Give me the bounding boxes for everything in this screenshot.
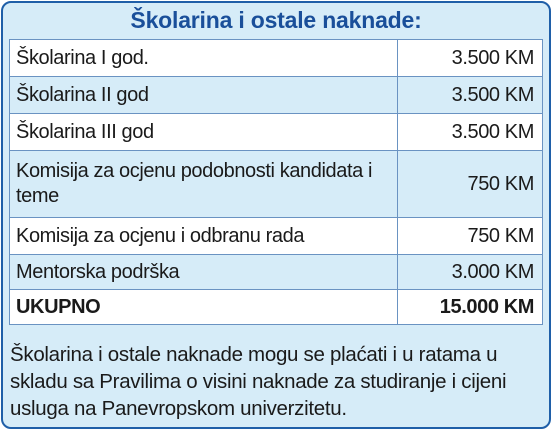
fee-label: Komisija za ocjenu podobnosti kandidata …	[9, 150, 398, 218]
fee-amount: 3.500 KM	[397, 113, 543, 151]
payment-note: Školarina i ostale naknade mogu se plaća…	[10, 343, 507, 420]
total-amount: 15.000 KM	[397, 289, 543, 325]
table-row: Komisija za ocjenu podobnosti kandidata …	[9, 150, 543, 218]
fees-table: Školarina I god. 3.500 KM Školarina II g…	[9, 39, 543, 325]
fee-label: Komisija za ocjenu i odbranu rada	[9, 217, 398, 255]
fee-amount: 3.000 KM	[397, 254, 543, 290]
fee-label: Školarina III god	[9, 113, 398, 151]
table-row: Školarina I god. 3.500 KM	[9, 39, 543, 77]
fee-label: Školarina II god	[9, 76, 398, 114]
total-label: UKUPNO	[9, 289, 398, 325]
table-row: Školarina III god 3.500 KM	[9, 113, 543, 151]
total-row: UKUPNO 15.000 KM	[9, 289, 543, 325]
card-title: Školarina i ostale naknade:	[130, 7, 422, 33]
fee-label: Školarina I god.	[9, 39, 398, 77]
fee-amount: 3.500 KM	[397, 39, 543, 77]
fee-amount: 750 KM	[397, 150, 543, 218]
fee-amount: 3.500 KM	[397, 76, 543, 114]
table-row: Mentorska podrška 3.000 KM	[9, 254, 543, 290]
fee-label: Mentorska podrška	[9, 254, 398, 290]
fee-amount: 750 KM	[397, 217, 543, 255]
table-row: Komisija za ocjenu i odbranu rada 750 KM	[9, 217, 543, 255]
table-row: Školarina II god 3.500 KM	[9, 76, 543, 114]
